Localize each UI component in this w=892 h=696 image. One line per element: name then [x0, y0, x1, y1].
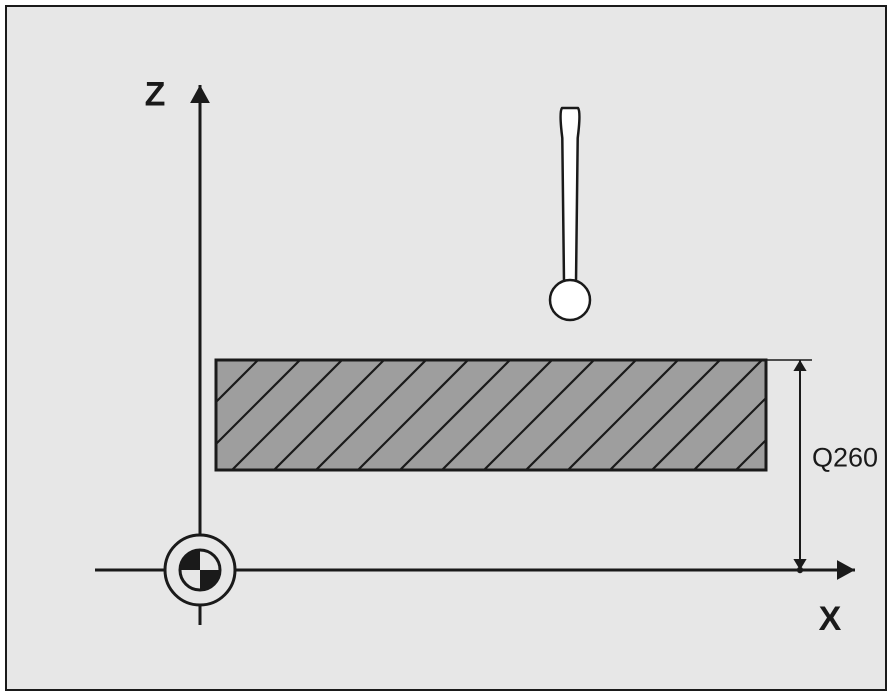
axis-label-z: Z	[145, 76, 166, 115]
dimension-label-q260: Q260	[812, 443, 878, 474]
axis-label-x: X	[819, 600, 842, 639]
diagram-canvas: Z X Q260	[0, 0, 892, 696]
diagram-svg	[0, 0, 892, 696]
